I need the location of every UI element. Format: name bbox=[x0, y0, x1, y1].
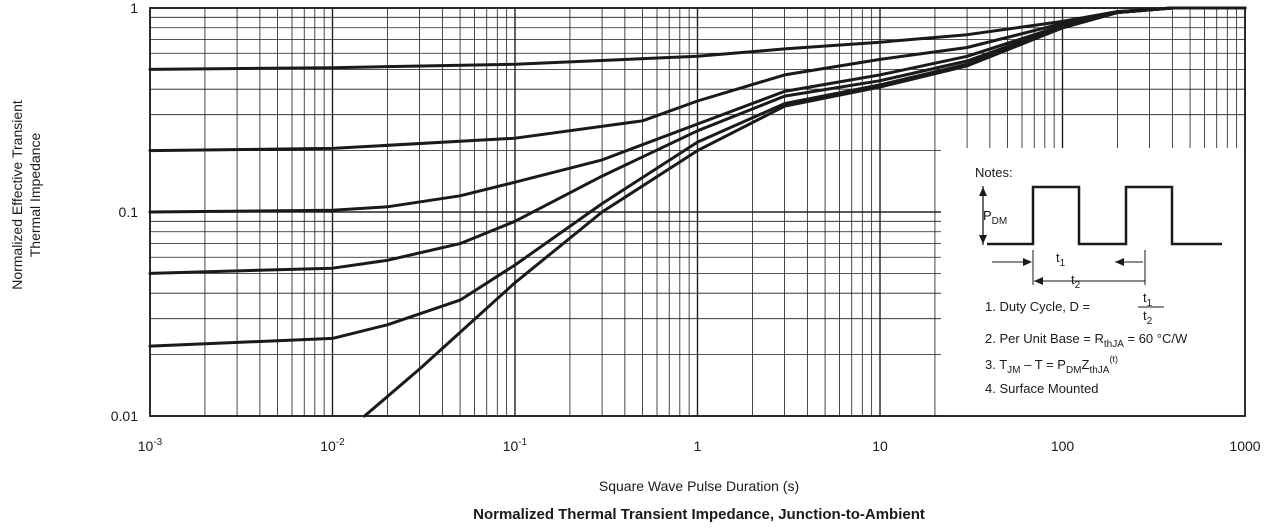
x-tick-label: 10-3 bbox=[138, 437, 163, 454]
x-axis-title: Square Wave Pulse Duration (s) bbox=[599, 478, 799, 494]
t2-label: t2 bbox=[1071, 272, 1081, 291]
note-per-unit-base: 2. Per Unit Base = RthJA = 60 °C/W bbox=[985, 331, 1188, 350]
t1-arrow-head bbox=[1023, 258, 1032, 266]
duty-cycle-numerator: t1 bbox=[1143, 290, 1153, 309]
notes-background bbox=[941, 148, 1245, 416]
y-tick-label: 0.1 bbox=[119, 204, 139, 220]
duty-cycle-denominator: t2 bbox=[1143, 308, 1153, 327]
note-surface-mounted: 4. Surface Mounted bbox=[985, 381, 1098, 396]
pulse-waveform bbox=[987, 185, 1222, 246]
pdm-arrow-head-up bbox=[979, 187, 987, 196]
t2-arrow-head-right bbox=[1115, 258, 1124, 266]
y-tick-label: 0.01 bbox=[111, 408, 138, 424]
x-tick-label: 1 bbox=[694, 438, 702, 454]
y-tick-label: 1 bbox=[130, 0, 138, 16]
chart-title: Normalized Thermal Transient Impedance, … bbox=[473, 506, 925, 523]
pdm-arrow-head-down bbox=[979, 235, 987, 244]
x-tick-label: 10-1 bbox=[503, 437, 528, 454]
notes-box: Notes: PDM t1 t2 1. Duty Cycle, D = t1 t… bbox=[941, 148, 1245, 416]
x-tick-label: 1000 bbox=[1229, 438, 1260, 454]
series-line-6 bbox=[363, 6, 1247, 418]
t1-label: t1 bbox=[1056, 250, 1066, 269]
axes: 10-3 10-2 10-1 1 10 100 1000 1 0.1 0.01 bbox=[111, 0, 1261, 454]
t2-arrow-head-left bbox=[1034, 277, 1043, 285]
pdm-label: PDM bbox=[983, 208, 1007, 227]
notes-heading: Notes: bbox=[975, 165, 1013, 180]
note-temperature-formula: 3. TJM – T = PDMZthJA(t) bbox=[985, 354, 1118, 376]
x-tick-label: 10-2 bbox=[320, 437, 345, 454]
note-duty-cycle: 1. Duty Cycle, D = bbox=[985, 299, 1090, 314]
series-group bbox=[148, 6, 1247, 418]
y-axis-title-line-1: Normalized Effective Transient bbox=[9, 100, 25, 290]
x-tick-label: 100 bbox=[1051, 438, 1075, 454]
y-axis-title-line-2: Thermal Impedance bbox=[27, 133, 43, 258]
x-tick-label: 10 bbox=[872, 438, 888, 454]
plot-frame bbox=[149, 7, 1246, 417]
